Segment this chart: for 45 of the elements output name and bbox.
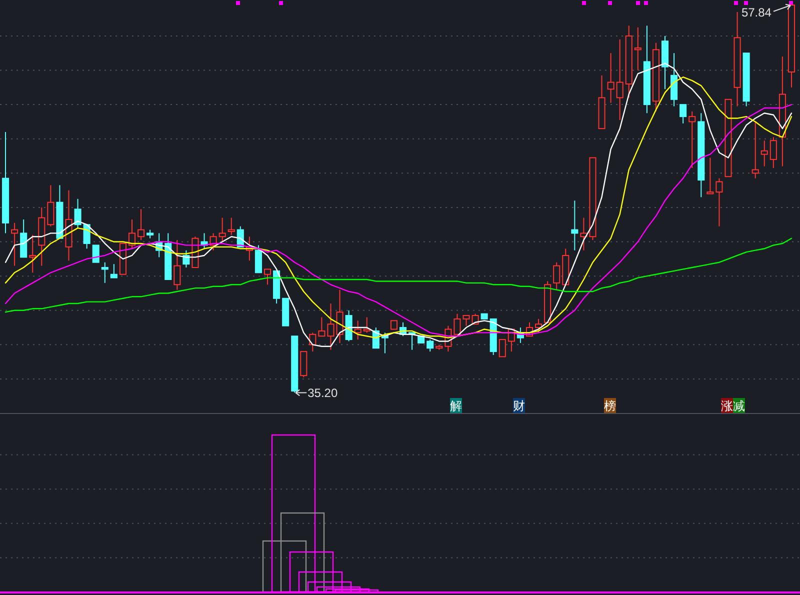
- candlestick: [228, 217, 235, 236]
- candlestick: [752, 121, 759, 179]
- text: 涨: [721, 399, 733, 413]
- text: 榜: [604, 399, 616, 413]
- candlestick: [363, 316, 370, 334]
- candlestick: [354, 320, 362, 340]
- candlestick: [580, 217, 588, 251]
- candlestick: [498, 339, 506, 358]
- candlestick: [74, 198, 82, 229]
- candlestick: [254, 244, 262, 274]
- candlestick: [688, 110, 696, 169]
- candlestick: [716, 178, 723, 227]
- candlestick: [553, 262, 560, 290]
- candlestick: [634, 26, 642, 71]
- candlestick: [264, 268, 272, 286]
- candlestick: [128, 218, 136, 250]
- candlestick: [426, 339, 434, 352]
- candlestick: [616, 38, 624, 120]
- candlestick: [110, 264, 118, 278]
- text: 解: [450, 399, 462, 413]
- candlestick: [336, 289, 344, 344]
- candlestick: [218, 217, 226, 242]
- candlestick: [462, 315, 470, 326]
- candlestick: [138, 208, 145, 241]
- candlestick: [454, 313, 461, 335]
- annotation: 35.20: [308, 386, 338, 400]
- candlestick: [535, 318, 542, 334]
- candlestick: [92, 244, 100, 263]
- candlestick: [318, 316, 326, 337]
- candlestick: [770, 136, 777, 169]
- candlestick: [680, 104, 687, 124]
- candlestick: [607, 52, 614, 104]
- candlestick: [327, 303, 334, 350]
- text: 财: [513, 399, 525, 413]
- text: 减: [733, 399, 745, 413]
- candlestick: [706, 157, 714, 194]
- candlestick: [381, 332, 388, 354]
- candlestick: [174, 240, 181, 290]
- candlestick: [101, 262, 108, 284]
- annotation: 57.84: [741, 6, 772, 20]
- candlestick: [571, 200, 578, 251]
- candlestick: [47, 184, 54, 227]
- candlestick: [11, 222, 18, 266]
- candlestick: [760, 140, 768, 167]
- candlestick: [29, 234, 36, 274]
